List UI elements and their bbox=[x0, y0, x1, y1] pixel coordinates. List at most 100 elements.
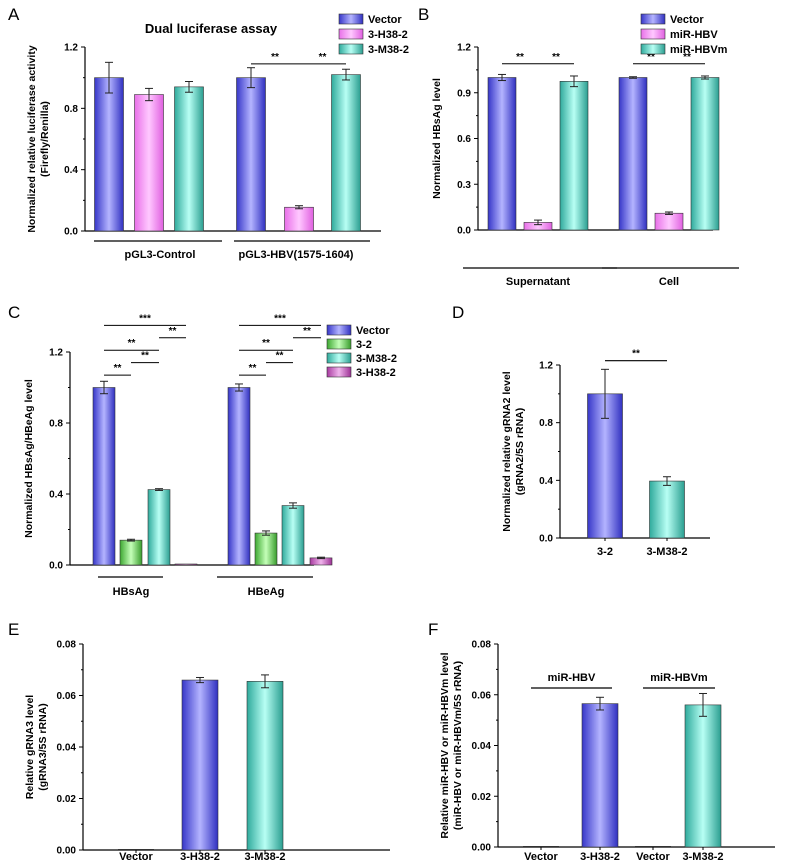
significance-label: ** bbox=[128, 338, 136, 349]
y-tick-label: 0.8 bbox=[49, 419, 63, 430]
legend-swatch bbox=[338, 43, 364, 55]
y-tick-label: 1.2 bbox=[457, 43, 471, 54]
significance-label: *** bbox=[274, 313, 286, 324]
category-label: pGL3-Control bbox=[125, 249, 196, 261]
panel-D: D 0.0 0.4 0.8 1.2 Normalized relative gRNA2 l… bbox=[452, 303, 710, 558]
bar-Vector bbox=[236, 77, 266, 232]
legend-swatch bbox=[326, 352, 352, 364]
y-tick-label: 0.4 bbox=[64, 165, 78, 176]
category-label: 3-2 bbox=[597, 546, 613, 558]
category-label: Cell bbox=[659, 276, 679, 288]
y-tick-label: 0.4 bbox=[49, 490, 63, 501]
bar-Vector bbox=[487, 77, 517, 231]
category-label: pGL3-HBV(1575-1604) bbox=[239, 249, 354, 261]
y-axis-title: (gRNA3/5S rRNA) bbox=[37, 703, 49, 791]
legend-label: Vector bbox=[368, 14, 402, 26]
legend-swatch bbox=[640, 28, 666, 40]
category-label: 3-H38-2 bbox=[580, 851, 620, 863]
significance-label: ** bbox=[552, 52, 560, 63]
bar-miR-HBVm bbox=[690, 77, 720, 231]
y-axis-title: (miR-HBV or miR-HBVm/5S rRNA) bbox=[452, 661, 464, 830]
panel-B: B 0.0 0.3 0.6 0.9 1.2 Normalized HBsAg level Su… bbox=[418, 5, 739, 288]
category-label: 3-M38-2 bbox=[647, 546, 688, 558]
y-tick-label: 1.2 bbox=[64, 43, 78, 54]
significance-label: ** bbox=[249, 363, 257, 374]
y-tick-label: 0.00 bbox=[472, 843, 492, 854]
y-tick-label: 0.02 bbox=[57, 794, 77, 805]
significance-label: ** bbox=[271, 52, 279, 63]
panel-letter-B: B bbox=[418, 5, 429, 24]
significance-label: ** bbox=[276, 351, 284, 362]
bar-3-2 bbox=[254, 532, 278, 566]
y-axis-title: Relative miR-HBV or miR-HBVm level bbox=[439, 652, 451, 838]
y-tick-label: 1.2 bbox=[49, 348, 63, 359]
panel-letter-F: F bbox=[428, 620, 438, 639]
panel-letter-C: C bbox=[8, 303, 20, 322]
y-tick-label: 0.0 bbox=[49, 561, 63, 572]
group-label: miR-HBV bbox=[548, 672, 596, 684]
y-axis-title: Normalized relative luciferase activity bbox=[26, 45, 38, 232]
category-label: 3-M38-2 bbox=[245, 851, 286, 863]
legend-label: 3-H38-2 bbox=[368, 29, 408, 41]
bar-Vector bbox=[94, 77, 124, 232]
category-label: Vector bbox=[119, 851, 153, 863]
legend-label: miR-HBVm bbox=[670, 44, 728, 56]
y-tick-label: 0.06 bbox=[57, 691, 77, 702]
y-tick-label: 0.0 bbox=[539, 534, 553, 545]
y-tick-label: 0.08 bbox=[57, 640, 77, 651]
bar-3-H38-2 bbox=[284, 206, 314, 232]
category-label: Vector bbox=[524, 851, 558, 863]
legend-label: Vector bbox=[670, 14, 704, 26]
bar-3-M38-2 bbox=[147, 489, 171, 566]
bar-3-H38-2 bbox=[134, 94, 164, 232]
y-tick-label: 0.8 bbox=[64, 104, 78, 115]
category-label: Vector bbox=[636, 851, 670, 863]
category-label: HBeAg bbox=[248, 586, 285, 598]
significance-label: *** bbox=[139, 313, 151, 324]
y-axis-title: (Firefly/Renilla) bbox=[39, 101, 51, 177]
y-tick-label: 0.6 bbox=[457, 134, 471, 145]
y-tick-label: 0.8 bbox=[539, 418, 553, 429]
significance-label: ** bbox=[683, 52, 691, 63]
bar-Vector bbox=[618, 77, 648, 231]
bar-3-M38-2 bbox=[649, 480, 685, 539]
significance-label: ** bbox=[169, 326, 177, 337]
legend-label: 3-M38-2 bbox=[368, 44, 409, 56]
category-label: 3-H38-2 bbox=[180, 851, 220, 863]
bar-Vector bbox=[92, 387, 116, 566]
y-axis-title: (gRNA2/5S rRNA) bbox=[514, 408, 526, 496]
significance-label: ** bbox=[647, 52, 655, 63]
legend-label: 3-2 bbox=[356, 339, 372, 351]
significance-label: ** bbox=[632, 349, 640, 360]
significance-label: ** bbox=[319, 52, 327, 63]
legend-label: 3-M38-2 bbox=[356, 353, 397, 365]
bar-3-M38-2 bbox=[246, 681, 284, 851]
y-axis-title: Relative gRNA3 level bbox=[24, 695, 36, 800]
panel-C: C 0.0 0.4 0.8 1.2 Normalized HBsAg/HBeAg leve… bbox=[8, 303, 397, 598]
y-tick-label: 0.3 bbox=[457, 180, 471, 191]
legend-swatch bbox=[338, 13, 364, 25]
y-tick-label: 0.02 bbox=[472, 792, 492, 803]
legend-swatch bbox=[326, 366, 352, 378]
chart-title: Dual luciferase assay bbox=[145, 21, 278, 36]
bar-miR-HBV bbox=[654, 212, 684, 231]
category-label: HBsAg bbox=[113, 586, 150, 598]
category-label: 3-M38-2 bbox=[683, 851, 724, 863]
bar-3-H38-2 bbox=[181, 679, 219, 851]
y-tick-label: 0.0 bbox=[64, 227, 78, 238]
significance-label: ** bbox=[141, 351, 149, 362]
legend-label: 3-H38-2 bbox=[356, 367, 396, 379]
panel-letter-E: E bbox=[8, 620, 19, 639]
y-tick-label: 0.00 bbox=[57, 846, 77, 857]
y-tick-label: 0.04 bbox=[57, 743, 77, 754]
significance-label: ** bbox=[114, 363, 122, 374]
legend-swatch bbox=[338, 28, 364, 40]
panel-letter-A: A bbox=[8, 5, 20, 24]
y-axis-title: Normalized relative gRNA2 level bbox=[501, 371, 513, 532]
legend-label: miR-HBV bbox=[670, 29, 718, 41]
bar-3-M38-2 bbox=[174, 86, 204, 232]
y-tick-label: 0.08 bbox=[472, 640, 492, 651]
significance-label: ** bbox=[303, 326, 311, 337]
y-axis-title: Normalized HBsAg/HBeAg level bbox=[23, 379, 35, 538]
